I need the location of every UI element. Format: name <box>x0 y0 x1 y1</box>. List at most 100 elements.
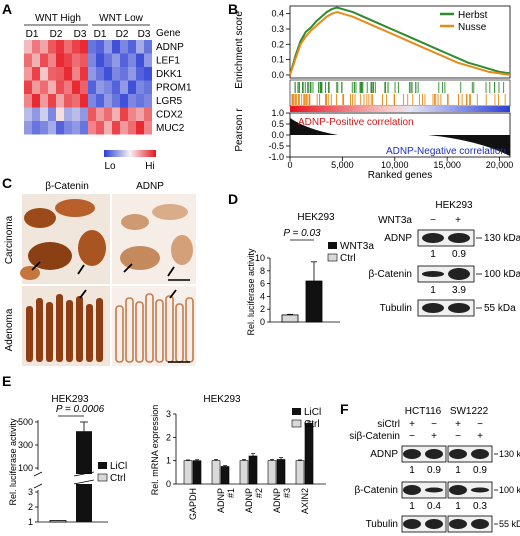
d-chart-title: HEK293 <box>297 212 335 223</box>
bar-ctrl <box>211 460 221 485</box>
heatmap-cell <box>24 94 32 108</box>
y-tick-label: 2 <box>28 502 33 512</box>
legend-licl: LiCl <box>304 407 321 418</box>
heatmap-cell <box>48 67 56 81</box>
heatmap-cell <box>24 121 32 135</box>
heatmap-cell <box>96 53 104 67</box>
heatmap-cell <box>88 53 96 67</box>
heatmap-cell <box>96 67 104 81</box>
bar-licl <box>276 459 286 485</box>
heatmap-cell <box>72 67 80 81</box>
e-left-title: HEK293 <box>51 394 89 405</box>
lane-sign: + <box>431 431 437 442</box>
heatmap-cell <box>24 40 32 54</box>
heatmap-cell <box>64 121 72 135</box>
gene-label: LGR5 <box>156 96 183 107</box>
gene-label: PROM1 <box>156 83 192 94</box>
legend-ctrl: Ctrl <box>340 253 356 264</box>
y-tick-label: 0.2 <box>271 39 284 49</box>
heatmap-cell <box>120 94 128 108</box>
blot-quant: 0.9 <box>452 249 466 260</box>
kda-marker: 130 kDa <box>484 233 520 244</box>
bar-licl <box>220 466 230 485</box>
blot-row-label: Tubulin <box>366 519 398 530</box>
legend-licl: LiCl <box>110 461 127 472</box>
heatmap-cell <box>88 94 96 108</box>
panel-d: D HEK293 Rel. luciferase activity 0 2 4 6 8 1… <box>228 191 520 336</box>
condition-label: siCtrl <box>377 419 400 430</box>
donor-label: D3 <box>138 29 151 40</box>
group-label-wnt-low: WNT Low <box>99 13 143 24</box>
heatmap-cell <box>88 40 96 54</box>
heatmap-cell <box>48 94 56 108</box>
heatmap-cell <box>32 121 40 135</box>
heatmap-cell <box>72 40 80 54</box>
lane-sign: − <box>430 215 436 226</box>
bar-ctrl <box>295 460 305 485</box>
x-category-label: ADNP <box>244 488 254 513</box>
cell-line-label: SW1222 <box>450 406 489 417</box>
heatmap-cell <box>64 53 72 67</box>
heatmap-cell <box>64 80 72 94</box>
y-tick-label: 8 <box>260 266 265 276</box>
y-tick-label: 0 <box>260 317 265 327</box>
blot-quant: 3.9 <box>452 285 466 296</box>
x-category-label: ADNP <box>216 488 226 513</box>
image-adenoma-adnp <box>112 286 196 366</box>
lane-sign: − <box>455 431 461 442</box>
heatmap-cell <box>48 121 56 135</box>
e-left-ylabel: Rel. luciferase activity <box>8 418 18 506</box>
y-tick-label: 2 <box>260 304 265 314</box>
kda-marker: 55 kDa <box>484 303 516 314</box>
heatmap-cell <box>32 40 40 54</box>
heatmap-cell <box>56 53 64 67</box>
heatmap-cell <box>128 107 136 121</box>
legend-herbst: Herbst <box>458 10 488 21</box>
blot-quant: 1 <box>409 501 415 512</box>
legend-lo: Lo <box>104 161 116 172</box>
blot-quant: 1 <box>455 465 461 476</box>
heatmap-cell <box>56 40 64 54</box>
x-category-label: ADNP <box>272 488 282 513</box>
kda-marker: 100 kDa <box>484 269 520 280</box>
panel-e: E HEK293 Rel. luciferase activity 1 2 3 100… <box>2 373 326 527</box>
row-label-adenoma: Adenoma <box>4 308 15 351</box>
heatmap-cell <box>56 107 64 121</box>
heatmap-cell <box>40 67 48 81</box>
positive-correlation-label: ADNP-Positive correlation <box>298 117 414 128</box>
pearson-label: Pearson r <box>234 108 245 152</box>
pearson-area <box>290 118 510 156</box>
heatmap-cell <box>104 53 112 67</box>
heatmap-cell <box>144 40 152 54</box>
x-tick-label: 20,000 <box>486 160 514 170</box>
e-right-ylabel: Rel. mRNA expression <box>150 405 160 496</box>
panel-a-letter: A <box>2 1 12 17</box>
x-category-label: #3 <box>282 488 292 498</box>
e-pvalue: P = 0.0006 <box>56 404 105 415</box>
panel-c-histology: C β-Catenin ADNP Carcinoma Adenoma <box>2 178 196 366</box>
kda-marker: 130 kDa <box>499 449 520 459</box>
blot-quant: 0.3 <box>473 501 487 512</box>
x-tick-label: 15,000 <box>433 160 461 170</box>
heatmap-cell <box>80 67 88 81</box>
heatmap-cell <box>72 121 80 135</box>
heatmap-cell <box>96 80 104 94</box>
y-tick-label: 1 <box>28 517 33 527</box>
heatmap-cell <box>104 40 112 54</box>
y-tick-label: 100 <box>18 463 33 473</box>
blot-treatment: WNT3a <box>378 215 412 226</box>
y-tick-label: 3 <box>28 487 33 497</box>
heatmap-cell <box>112 121 120 135</box>
blot-quant: 1 <box>455 501 461 512</box>
heatmap-cell <box>72 80 80 94</box>
d-ylabel: Rel. luciferase activity <box>246 248 256 336</box>
heatmap-cell <box>120 67 128 81</box>
ranked-genes-label: Ranked genes <box>368 170 433 180</box>
heatmap-cell <box>128 94 136 108</box>
heatmap-cell <box>112 53 120 67</box>
x-tick-label: 10,000 <box>381 160 409 170</box>
x-category-label: #2 <box>254 488 264 498</box>
lane-sign: − <box>477 419 483 430</box>
